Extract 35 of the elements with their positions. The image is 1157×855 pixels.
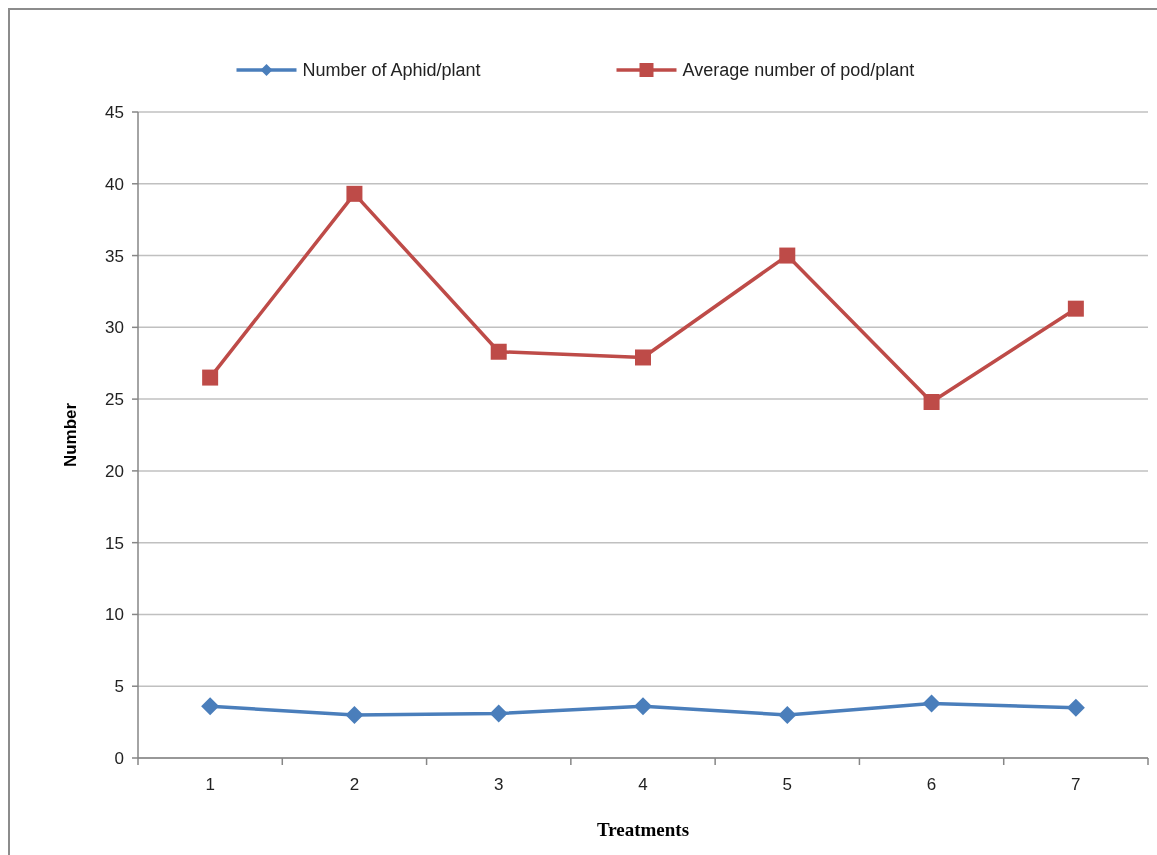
x-tick-label: 1 bbox=[205, 775, 215, 794]
point bbox=[202, 369, 219, 386]
x-tick-label: 4 bbox=[638, 775, 648, 794]
y-tick-label: 35 bbox=[105, 246, 124, 266]
x-tick-label: 7 bbox=[1071, 775, 1081, 794]
point bbox=[922, 694, 941, 713]
point bbox=[1066, 698, 1085, 717]
point bbox=[779, 247, 796, 264]
y-tick-label: 45 bbox=[105, 102, 124, 122]
point bbox=[634, 697, 652, 716]
point bbox=[201, 697, 220, 716]
y-tick-label: 20 bbox=[105, 461, 124, 481]
x-tick-label: 5 bbox=[782, 775, 793, 794]
x-tick-label: 2 bbox=[349, 775, 360, 794]
x-axis-title: Treatments bbox=[596, 819, 690, 840]
y-tick-label: 25 bbox=[105, 390, 124, 410]
point bbox=[923, 393, 940, 410]
point bbox=[489, 704, 508, 723]
y-tick-label: 10 bbox=[105, 605, 124, 625]
point bbox=[490, 343, 507, 360]
x-tick-label: 3 bbox=[493, 775, 504, 794]
y-axis-title: Number bbox=[61, 402, 80, 468]
point bbox=[635, 349, 651, 366]
x-tick-label: 6 bbox=[926, 775, 937, 794]
legend-label: Number of Aphid/plant bbox=[302, 60, 481, 81]
y-tick-label: 30 bbox=[105, 318, 124, 338]
point bbox=[345, 705, 364, 724]
legend-label: Average number of pod/plant bbox=[682, 60, 915, 81]
y-tick-label: 40 bbox=[105, 174, 124, 194]
y-tick-label: 5 bbox=[114, 677, 124, 697]
y-tick-label: 0 bbox=[114, 748, 124, 768]
y-tick-label: 15 bbox=[105, 533, 124, 553]
point bbox=[778, 705, 797, 724]
point bbox=[346, 185, 363, 202]
point bbox=[1067, 300, 1084, 317]
